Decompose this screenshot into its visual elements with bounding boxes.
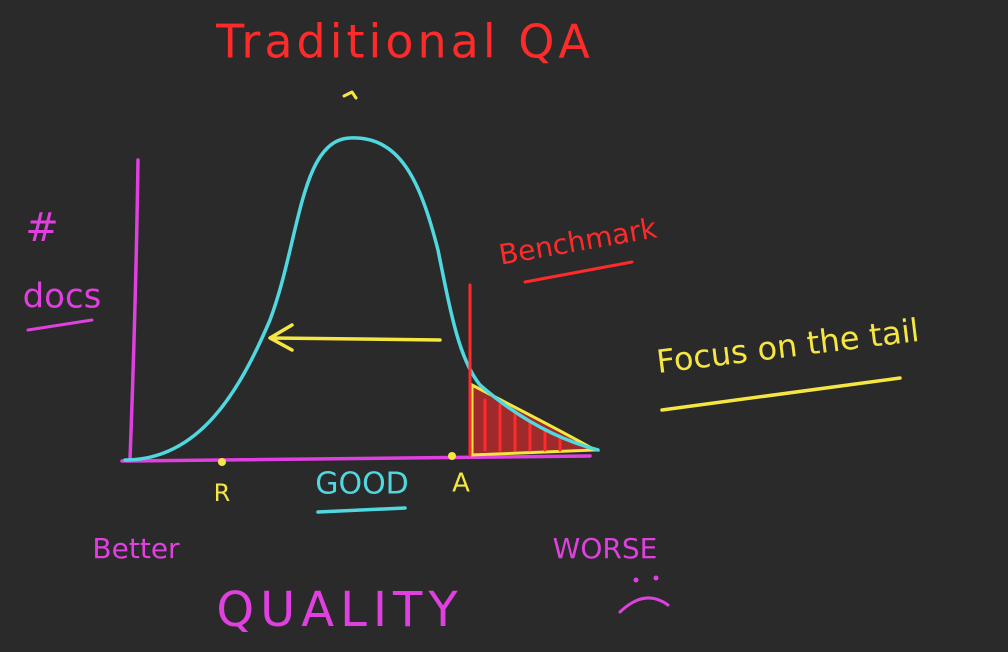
y-axis-symbol: # xyxy=(25,205,59,251)
marker-right: A xyxy=(452,469,470,499)
good-underline xyxy=(316,506,407,514)
x-axis xyxy=(120,454,592,463)
peak-marker xyxy=(342,90,358,100)
x-axis-left: Better xyxy=(92,532,180,565)
distribution-curve xyxy=(123,136,600,462)
benchmark-underline xyxy=(523,260,634,284)
title: Traditional QA xyxy=(215,15,594,69)
focus-underline xyxy=(660,376,902,412)
frown-eye xyxy=(653,575,659,581)
marker-center: GOOD xyxy=(315,467,409,502)
marker-dot xyxy=(218,458,226,466)
y-axis xyxy=(128,158,140,462)
marker-left: R xyxy=(214,479,231,507)
frown-eye xyxy=(633,577,639,583)
y-label-underline xyxy=(26,318,94,332)
y-axis-label: docs xyxy=(23,277,102,317)
shift-arrow xyxy=(268,323,442,352)
x-axis-label: QUALITY xyxy=(216,582,463,638)
frown-mouth xyxy=(618,596,670,614)
marker-dot xyxy=(448,452,456,460)
tail-hatch xyxy=(483,398,562,452)
x-axis-right: WORSE xyxy=(553,532,658,565)
